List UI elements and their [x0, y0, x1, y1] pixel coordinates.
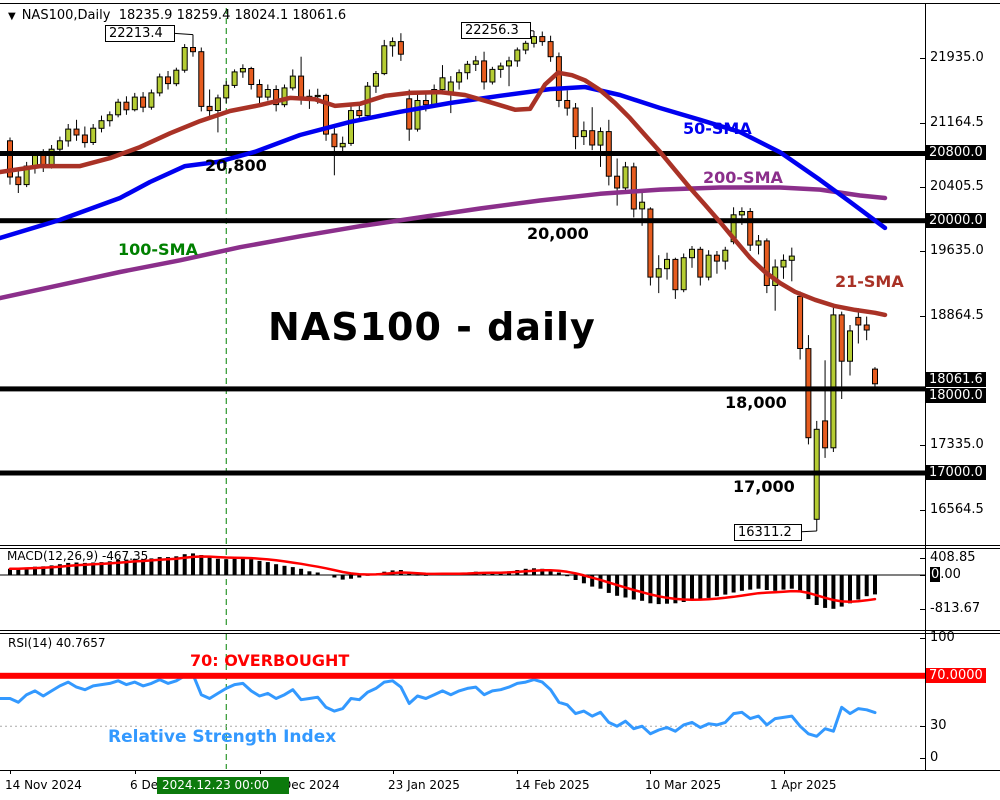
- symbol-timeframe: NAS100,Daily: [21, 8, 111, 23]
- rsi-indicator-pane[interactable]: [0, 633, 925, 770]
- date-tick: [392, 770, 394, 774]
- axis-tick: [920, 575, 925, 576]
- rsi-tick-70.0000: 70.0000: [926, 668, 986, 683]
- date-label-23-jan-2025: 23 Jan 2025: [388, 778, 460, 792]
- price-tick-20000.0: 20000.0: [926, 212, 986, 228]
- price-axis-line: [925, 3, 926, 770]
- axis-tick: [920, 251, 925, 253]
- price-tick-21935.0: 21935.0: [930, 50, 984, 65]
- price-tick-20405.5: 20405.5: [930, 178, 984, 194]
- date-label-dec-2024: Dec 2024: [282, 778, 340, 792]
- axis-tick: [920, 509, 925, 511]
- annotation-high-22256[interactable]: 22256.3: [461, 22, 531, 39]
- axis-tick: [920, 726, 925, 727]
- level-label-17000[interactable]: 17,000: [733, 477, 795, 496]
- price-tick-18864.5: 18864.5: [930, 308, 984, 324]
- axis-tick: [920, 316, 925, 318]
- main-chart-pane[interactable]: [0, 3, 925, 545]
- axis-tick: [920, 122, 925, 124]
- axis-tick: [920, 186, 925, 188]
- level-label-18000[interactable]: 18,000: [725, 393, 787, 412]
- date-label-1-apr-2025: 1 Apr 2025: [770, 778, 837, 792]
- price-tick-18000.0: 18000.0: [926, 387, 986, 403]
- level-label-20800[interactable]: 20,800: [205, 156, 267, 175]
- macd-tick-0.00: 0.00: [930, 567, 961, 582]
- rsi-indicator-label: RSI(14) 40.7657: [8, 636, 106, 650]
- annotation-high-22213[interactable]: 22213.4: [105, 25, 175, 42]
- pane-border-top: [0, 3, 1000, 4]
- rsi-tick-100: 100: [930, 630, 955, 645]
- main-pane-bottom-border: [0, 545, 1000, 546]
- macd-tick-408.85: 408.85: [930, 550, 976, 565]
- date-tick: [10, 770, 11, 774]
- axis-tick: [920, 558, 925, 559]
- symbol-marker-icon: ▼: [8, 11, 16, 22]
- highlighted-date-box[interactable]: 2024.12.23 00:00: [157, 777, 289, 794]
- sma200-label[interactable]: 200-SMA: [703, 168, 783, 187]
- price-tick-21164.5: 21164.5: [930, 114, 984, 130]
- overbought-text-label[interactable]: 70: OVERBOUGHT: [190, 651, 350, 670]
- price-tick-16564.5: 16564.5: [930, 501, 984, 517]
- macd-tick--813.67: -813.67: [930, 601, 981, 616]
- macd-pane-top-border: [0, 548, 1000, 549]
- sma50-label[interactable]: 50-SMA: [683, 119, 752, 138]
- axis-tick: [920, 609, 925, 610]
- ohlc-readout: 18235.9 18259.4 18024.1 18061.6: [118, 8, 347, 23]
- annotation-low-16311[interactable]: 16311.2: [734, 524, 802, 541]
- date-label-14-nov-2024: 14 Nov 2024: [5, 778, 82, 792]
- rsi-pane-bottom-border: [0, 770, 1000, 771]
- axis-tick: [920, 758, 925, 759]
- date-label-6-de: 6 De: [130, 778, 159, 792]
- macd-indicator-label: MACD(12,26,9) -467.35: [7, 549, 149, 563]
- sma21-label[interactable]: 21-SMA: [835, 272, 904, 291]
- rsi-tick-30: 30: [930, 718, 947, 733]
- sma100-label[interactable]: 100-SMA: [118, 240, 198, 259]
- price-tick-19635.0: 19635.0: [930, 243, 984, 259]
- price-tick-18061.6: 18061.6: [926, 371, 986, 387]
- price-tick-17335.0: 17335.0: [930, 436, 984, 452]
- axis-tick: [920, 444, 925, 446]
- date-tick: [650, 770, 652, 774]
- date-label-10-mar-2025: 10 Mar 2025: [645, 778, 722, 792]
- chart-watermark-title[interactable]: NAS100 - daily: [268, 305, 596, 349]
- axis-tick: [920, 58, 925, 59]
- level-label-20000[interactable]: 20,000: [527, 224, 589, 243]
- price-tick-17000.0: 17000.0: [926, 465, 986, 481]
- rsi-tick-0: 0: [930, 750, 939, 765]
- rsi-name-text-label[interactable]: Relative Strength Index: [108, 727, 337, 747]
- chart-title: ▼ NAS100,Daily 18235.9 18259.4 18024.1 18…: [8, 8, 346, 23]
- rsi-pane-top-border: [0, 633, 1000, 634]
- date-label-14-feb-2025: 14 Feb 2025: [515, 778, 590, 792]
- date-tick: [259, 770, 261, 774]
- date-tick: [517, 770, 519, 774]
- axis-tick: [920, 638, 925, 639]
- date-tick: [783, 770, 785, 774]
- price-tick-20800.0: 20800.0: [926, 145, 986, 161]
- date-tick: [134, 770, 136, 774]
- macd-pane-bottom-border: [0, 630, 1000, 631]
